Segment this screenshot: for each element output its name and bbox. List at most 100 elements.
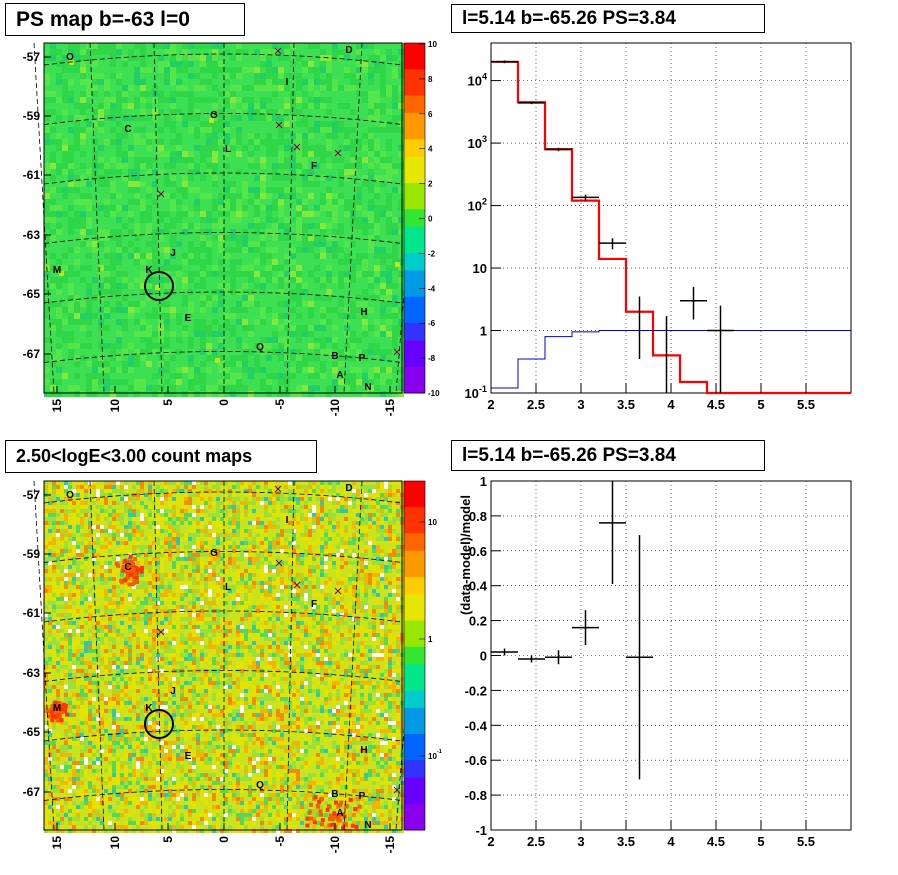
y-tick-label: 1 (480, 474, 487, 489)
spectrum-frame (490, 42, 852, 394)
count-map-y-axis: -57 -59 -61 -63 -65 -67 (23, 488, 51, 799)
y-tick-label: -65 (23, 725, 41, 739)
source-label-j: J (170, 686, 176, 697)
source-label-i: I (286, 77, 289, 88)
cross-marker (334, 587, 342, 595)
residual-point (518, 655, 545, 663)
count-map-x-axis: 15 10 5 0 -5 -10 -15 (50, 823, 397, 853)
count-map-cells (44, 481, 404, 833)
source-label-e: E (185, 751, 192, 762)
y-tick-label: -0.8 (465, 788, 487, 803)
y-tick-label: 104 (467, 72, 487, 89)
source-label-b: B (331, 789, 338, 800)
source-label-n: N (364, 382, 371, 393)
x-tick-label: 2 (487, 397, 494, 412)
source-label-f: F (311, 599, 317, 610)
y-tick-label: -61 (23, 606, 41, 620)
source-label-d: D (345, 45, 352, 56)
y-tick-label: 0 (480, 649, 487, 664)
x-tick-label: 5.5 (797, 397, 815, 412)
source-label-a: A (336, 808, 343, 819)
ps-map-cells (44, 43, 404, 397)
source-label-m: M (53, 703, 61, 714)
cross-marker (293, 581, 301, 589)
y-tick-label: -57 (23, 50, 41, 64)
y-tick-label: -63 (23, 666, 41, 680)
source-label-o: O (66, 490, 74, 501)
source-label-p: P (359, 791, 366, 802)
x-tick-label: 3.5 (617, 397, 635, 412)
y-tick-label: -59 (23, 547, 41, 561)
source-label-c: C (124, 562, 131, 573)
x-tick-label: 4.5 (707, 834, 725, 849)
x-tick-label: -10 (328, 836, 342, 854)
residual-points (491, 481, 653, 780)
colorbar-tick-label: -10 (428, 389, 440, 398)
residual-point (545, 650, 572, 665)
source-label-m: M (53, 265, 61, 276)
y-tick-label: -0.6 (465, 753, 487, 768)
residual-y-axis: 1 0.8 0.6 0.4 0.2 0 -0.2 -0.4 -0.6 -0.8 -1 (465, 474, 501, 838)
y-tick-label: -67 (23, 347, 41, 361)
x-tick-label: 3 (577, 397, 584, 412)
residual-x-axis: 2 2.5 3 3.5 4 4.5 5 5.5 (487, 820, 815, 849)
source-label-i: I (286, 515, 289, 526)
x-tick-label: 4 (667, 397, 675, 412)
residual-point (626, 535, 653, 780)
x-tick-label: -15 (383, 399, 397, 417)
source-label-n: N (364, 820, 371, 831)
count-map-source-circle (144, 709, 174, 739)
residual-point (491, 648, 518, 656)
x-tick-label: -5 (273, 836, 287, 847)
residual-y-axis-label: (data-model)/model (458, 495, 473, 615)
residual-point (599, 481, 626, 584)
colorbar-tick-label: -8 (428, 354, 436, 363)
source-label-k: K (145, 265, 153, 276)
ps-map-source-circle (144, 271, 174, 301)
x-tick-label: 5.5 (797, 834, 815, 849)
data-point (491, 60, 518, 64)
y-tick-label: 0.8 (469, 509, 487, 524)
x-tick-label: 4.5 (707, 397, 725, 412)
ps-map-x-axis: 15 10 5 0 -5 -10 -15 (50, 386, 397, 416)
ps-map-source-labels: O D I G C L F J M K E H Q B P A N (53, 45, 372, 393)
x-tick-label: 15 (50, 399, 64, 413)
y-tick-label: 10 (473, 261, 487, 276)
ps-map-title: PS map b=-63 l=0 (5, 3, 245, 36)
colorbar-tick-label: -2 (428, 249, 436, 258)
x-tick-label: 5 (757, 834, 764, 849)
data-point (599, 238, 626, 250)
source-label-q: Q (256, 342, 264, 353)
residual-point (572, 610, 599, 646)
cross-marker (275, 559, 283, 567)
x-tick-label: 15 (50, 836, 64, 850)
source-label-p: P (359, 353, 366, 364)
colorbar-tick-label: 6 (428, 110, 433, 119)
x-tick-label: -10 (328, 399, 342, 417)
source-label-a: A (336, 370, 343, 381)
y-tick-label: -61 (23, 168, 41, 182)
data-point (572, 194, 599, 201)
ps-map-cross-markers (157, 47, 401, 356)
data-point (707, 305, 734, 393)
source-label-f: F (311, 161, 317, 172)
count-map-title: 2.50<logE<3.00 count maps (5, 440, 317, 473)
cross-marker (275, 121, 283, 129)
cross-marker (393, 348, 401, 356)
residual-panel: 1 0.8 0.6 0.4 0.2 0 -0.2 -0.4 -0.6 -0.8 -1 2 2.5 3 3.… (458, 474, 852, 849)
y-tick-label: -0.2 (465, 683, 487, 698)
y-tick-label: 103 (467, 134, 487, 151)
y-tick-label: -59 (23, 109, 41, 123)
ps-map-colorbar-ticks: 10 8 6 4 2 0 -2 -4 -6 -8 -10 (419, 40, 440, 398)
count-map-source-labels: O D I G C L F J M K E H Q B P A N (53, 483, 372, 831)
cross-marker (274, 485, 282, 493)
source-label-g: G (210, 110, 218, 121)
y-tick-label: -65 (23, 287, 41, 301)
data-point (545, 147, 572, 152)
colorbar-tick-label: 10 (428, 40, 437, 49)
